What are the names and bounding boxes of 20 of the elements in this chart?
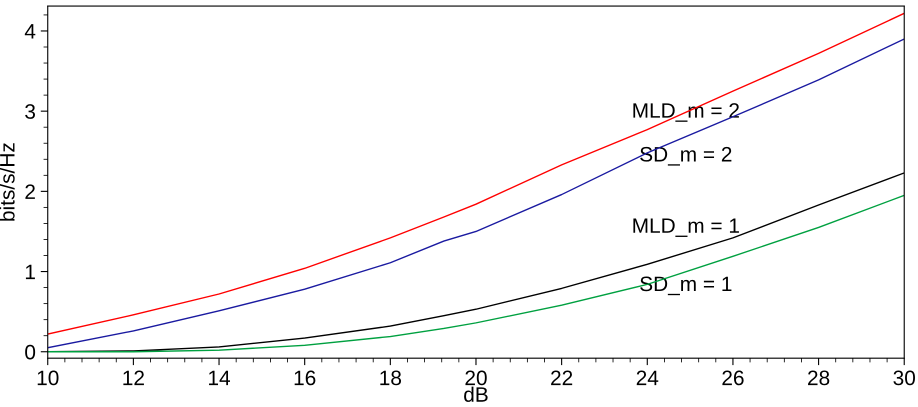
x-tick-label: 16 <box>294 370 316 386</box>
x-tick-label: 28 <box>808 370 830 386</box>
x-tick-label: 30 <box>893 370 916 386</box>
y-tick-label: 3 <box>25 104 36 119</box>
x-tick-label: 14 <box>209 370 230 386</box>
x-tick-label: 22 <box>551 370 572 386</box>
x-tick-label: 20 <box>465 370 487 386</box>
y-tick-label: 0 <box>25 344 36 360</box>
x-tick-label: 12 <box>123 370 144 386</box>
x-tick-label: 24 <box>636 370 658 386</box>
x-axis-title: dB <box>464 386 488 402</box>
x-tick-label: 10 <box>38 370 59 386</box>
series-label: SD_m = 1 <box>640 276 732 296</box>
x-tick-label: 26 <box>722 370 744 386</box>
y-tick-label: 2 <box>25 184 35 199</box>
series-label: MLD_m = 1 <box>633 218 739 237</box>
y-tick-label: 4 <box>24 24 36 39</box>
y-tick-label: 1 <box>26 264 35 280</box>
series-label: SD_m = 2 <box>640 146 732 166</box>
x-tick-label: 18 <box>380 370 402 386</box>
